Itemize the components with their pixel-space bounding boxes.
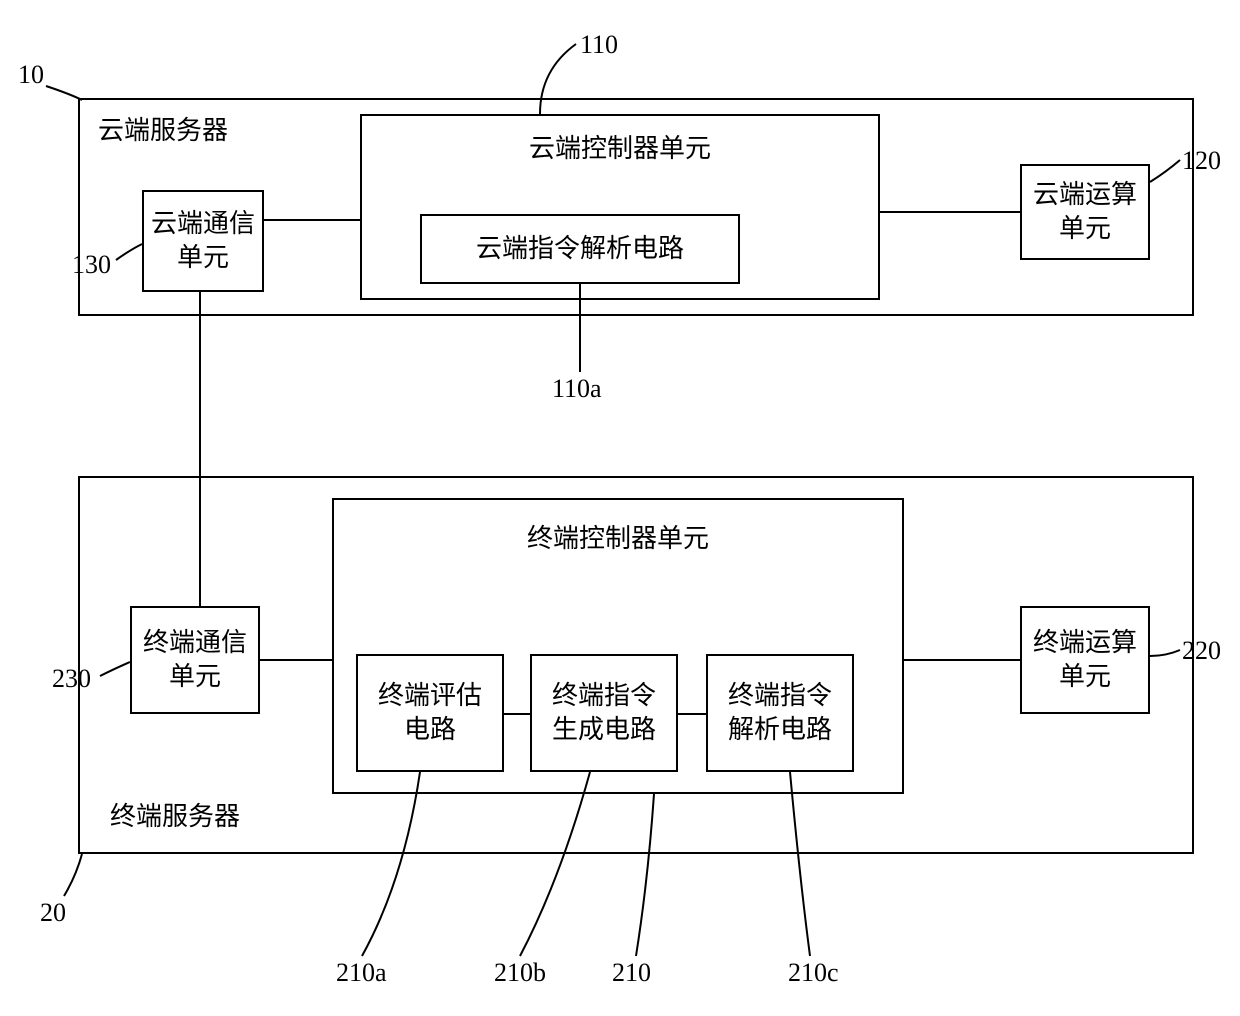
- box-term-parse: 终端指令 解析电路: [706, 654, 854, 772]
- ref-230: 230: [52, 664, 91, 694]
- ref-120: 120: [1182, 146, 1221, 176]
- ref-110a: 110a: [552, 374, 602, 404]
- label-cloud-parse: 云端指令解析电路: [476, 232, 684, 266]
- box-cloud-comm: 云端通信 单元: [142, 190, 264, 292]
- label-term-comm: 终端通信 单元: [143, 626, 247, 694]
- box-term-gen: 终端指令 生成电路: [530, 654, 678, 772]
- label-term-compute: 终端运算 单元: [1033, 626, 1137, 694]
- label-cloud-compute: 云端运算 单元: [1033, 178, 1137, 246]
- ref-10: 10: [18, 60, 44, 90]
- diagram-stage: 云端服务器 云端控制器单元 云端指令解析电路 云端通信 单元 云端运算 单元 终…: [0, 0, 1240, 1016]
- box-term-comm: 终端通信 单元: [130, 606, 260, 714]
- ref-210a: 210a: [336, 958, 387, 988]
- label-term-eval: 终端评估 电路: [378, 679, 482, 747]
- label-cloud-controller: 云端控制器单元: [529, 132, 711, 166]
- box-term-compute: 终端运算 单元: [1020, 606, 1150, 714]
- ref-130: 130: [72, 250, 111, 280]
- label-term-controller: 终端控制器单元: [527, 522, 709, 556]
- ref-210: 210: [612, 958, 651, 988]
- box-term-eval: 终端评估 电路: [356, 654, 504, 772]
- ref-110: 110: [580, 30, 618, 60]
- box-cloud-compute: 云端运算 单元: [1020, 164, 1150, 260]
- label-term-parse: 终端指令 解析电路: [728, 679, 832, 747]
- label-term-gen: 终端指令 生成电路: [552, 679, 656, 747]
- label-cloud-comm: 云端通信 单元: [151, 207, 255, 275]
- ref-210c: 210c: [788, 958, 839, 988]
- ref-220: 220: [1182, 636, 1221, 666]
- label-cloud-server: 云端服务器: [98, 114, 228, 148]
- ref-20: 20: [40, 898, 66, 928]
- ref-210b: 210b: [494, 958, 546, 988]
- label-term-server: 终端服务器: [110, 800, 240, 834]
- box-cloud-parse: 云端指令解析电路: [420, 214, 740, 284]
